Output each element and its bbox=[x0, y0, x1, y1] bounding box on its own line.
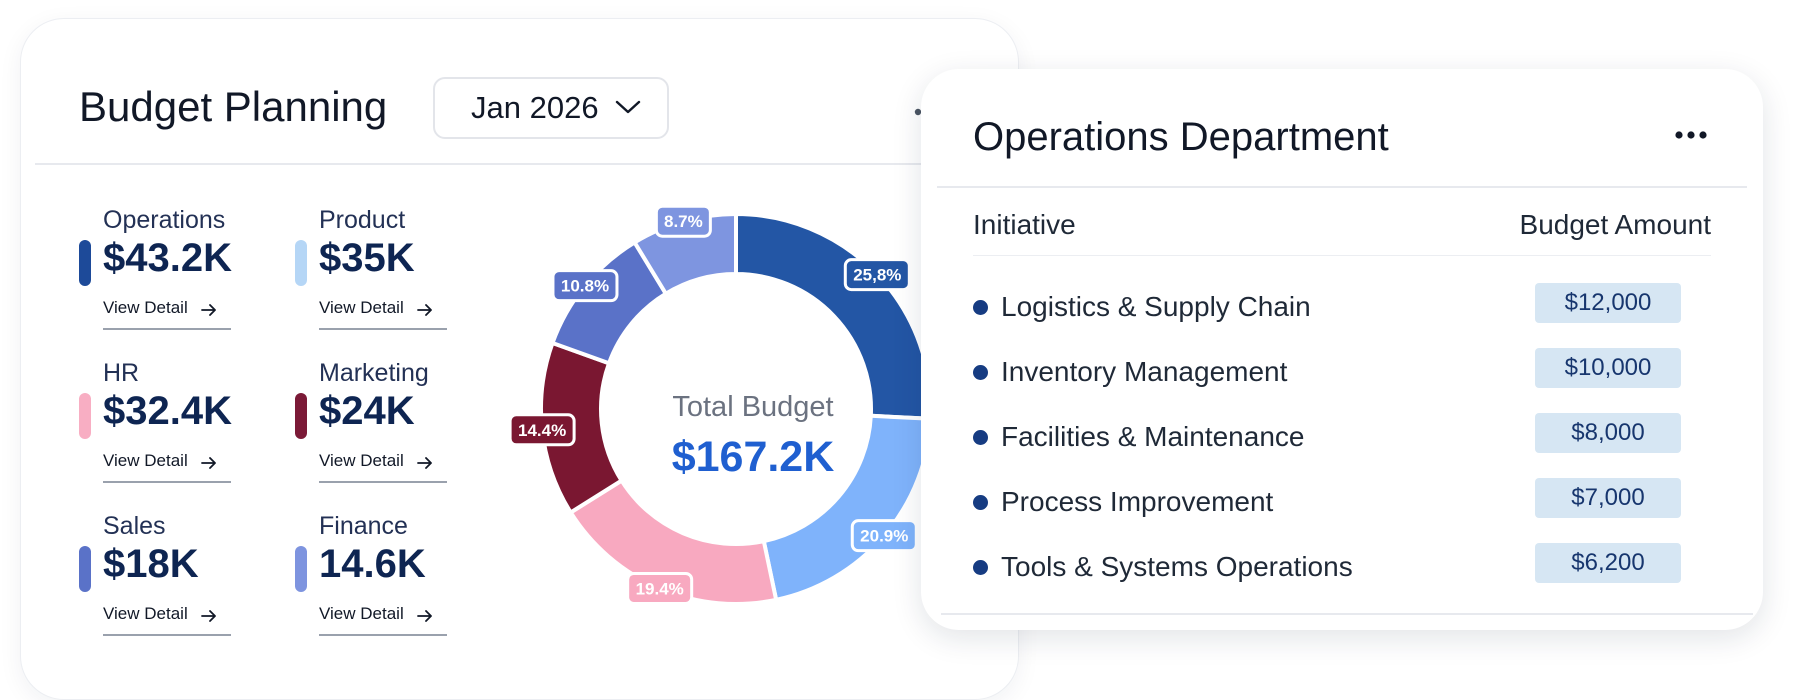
header-divider bbox=[937, 186, 1747, 188]
view-detail-label: View Detail bbox=[319, 298, 404, 317]
stat-color-bar bbox=[79, 240, 91, 286]
svg-text:14.4%: 14.4% bbox=[518, 421, 566, 440]
svg-text:19.4%: 19.4% bbox=[636, 579, 684, 598]
stat-name: Marketing bbox=[319, 359, 429, 387]
svg-text:20.9%: 20.9% bbox=[860, 527, 908, 546]
header-divider bbox=[35, 163, 995, 165]
stat-value: $35K bbox=[319, 236, 415, 280]
arrow-right-icon bbox=[417, 457, 432, 469]
stat-color-bar bbox=[79, 393, 91, 439]
chevron-down-icon bbox=[615, 100, 641, 114]
view-detail-link[interactable]: View Detail bbox=[103, 451, 231, 483]
table-row[interactable]: Inventory Management $10,000 bbox=[973, 348, 1711, 398]
budget-planning-card: Budget Planning Jan 2026 Operations $43.… bbox=[20, 18, 1019, 700]
table-row[interactable]: Logistics & Supply Chain $12,000 bbox=[973, 283, 1711, 333]
budget-planning-title: Budget Planning bbox=[79, 83, 388, 130]
stat-value: $32.4K bbox=[103, 389, 232, 433]
arrow-right-icon bbox=[201, 304, 216, 316]
svg-text:25,8%: 25,8% bbox=[853, 266, 901, 285]
operations-department-title: Operations Department bbox=[973, 115, 1389, 159]
month-dropdown[interactable]: Jan 2026 bbox=[433, 77, 669, 139]
arrow-right-icon bbox=[201, 610, 216, 622]
donut-percent-label: 10.8% bbox=[551, 269, 619, 303]
bullet-dot bbox=[973, 560, 988, 575]
stat-name: HR bbox=[103, 359, 140, 387]
footer-divider bbox=[941, 613, 1753, 615]
view-detail-link[interactable]: View Detail bbox=[319, 451, 447, 483]
total-budget-value: $167.2K bbox=[671, 433, 835, 481]
bullet-dot bbox=[973, 495, 988, 510]
stat-color-bar bbox=[295, 240, 307, 286]
stat-marketing: Marketing $24K View Detail bbox=[295, 359, 495, 489]
table-row[interactable]: Facilities & Maintenance $8,000 bbox=[973, 413, 1711, 463]
stat-value: $43.2K bbox=[103, 236, 232, 280]
view-detail-label: View Detail bbox=[103, 604, 188, 623]
column-header-budget-amount: Budget Amount bbox=[1519, 209, 1711, 240]
donut-percent-label: 14.4% bbox=[508, 413, 576, 447]
budget-amount-badge: $10,000 bbox=[1535, 348, 1681, 388]
more-options-icon[interactable] bbox=[1673, 129, 1709, 141]
initiative-name: Process Improvement bbox=[1001, 486, 1274, 517]
view-detail-label: View Detail bbox=[103, 451, 188, 470]
budget-amount-badge: $12,000 bbox=[1535, 283, 1681, 323]
donut-segment[interactable] bbox=[734, 211, 933, 421]
month-dropdown-value: Jan 2026 bbox=[471, 90, 599, 125]
stat-color-bar bbox=[79, 546, 91, 592]
view-detail-label: View Detail bbox=[319, 604, 404, 623]
budget-amount-badge: $8,000 bbox=[1535, 413, 1681, 453]
stat-name: Product bbox=[319, 206, 406, 234]
table-header-divider bbox=[973, 255, 1711, 256]
arrow-right-icon bbox=[417, 610, 432, 622]
view-detail-label: View Detail bbox=[103, 298, 188, 317]
stat-hr: HR $32.4K View Detail bbox=[79, 359, 279, 489]
svg-text:8.7%: 8.7% bbox=[664, 212, 703, 231]
view-detail-link[interactable]: View Detail bbox=[103, 298, 231, 330]
stat-sales: Sales $18K View Detail bbox=[79, 512, 279, 642]
view-detail-link[interactable]: View Detail bbox=[319, 298, 447, 330]
stat-name: Sales bbox=[103, 512, 166, 540]
column-header-initiative: Initiative bbox=[973, 209, 1076, 240]
budget-amount-badge: $6,200 bbox=[1535, 543, 1681, 583]
donut-percent-label: 25,8% bbox=[843, 258, 911, 292]
donut-percent-label: 19.4% bbox=[626, 571, 694, 605]
initiative-name: Tools & Systems Operations bbox=[1001, 551, 1353, 582]
stat-finance: Finance 14.6K View Detail bbox=[295, 512, 495, 642]
arrow-right-icon bbox=[201, 457, 216, 469]
stat-name: Finance bbox=[319, 512, 408, 540]
svg-text:10.8%: 10.8% bbox=[561, 277, 609, 296]
stat-color-bar bbox=[295, 546, 307, 592]
stat-color-bar bbox=[295, 393, 307, 439]
arrow-right-icon bbox=[417, 304, 432, 316]
view-detail-link[interactable]: View Detail bbox=[319, 604, 447, 636]
stat-name: Operations bbox=[103, 206, 226, 234]
view-detail-link[interactable]: View Detail bbox=[103, 604, 231, 636]
stat-operations: Operations $43.2K View Detail bbox=[79, 206, 279, 336]
bullet-dot bbox=[973, 365, 988, 380]
stat-value: $24K bbox=[319, 389, 415, 433]
bullet-dot bbox=[973, 430, 988, 445]
initiative-name: Inventory Management bbox=[1001, 356, 1288, 387]
table-row[interactable]: Process Improvement $7,000 bbox=[973, 478, 1711, 528]
budget-donut-chart: 25,8% 20.9% 19.4% 14.4% 10.8% 8.7% bbox=[508, 204, 933, 606]
budget-amount-badge: $7,000 bbox=[1535, 478, 1681, 518]
donut-percent-label: 20.9% bbox=[850, 519, 918, 553]
stat-value: 14.6K bbox=[319, 542, 426, 586]
donut-percent-label: 8.7% bbox=[654, 204, 712, 238]
bullet-dot bbox=[973, 300, 988, 315]
table-row[interactable]: Tools & Systems Operations $6,200 bbox=[973, 543, 1711, 593]
stat-value: $18K bbox=[103, 542, 199, 586]
stat-product: Product $35K View Detail bbox=[295, 206, 495, 336]
initiative-name: Facilities & Maintenance bbox=[1001, 421, 1305, 452]
total-budget-label: Total Budget bbox=[672, 391, 834, 423]
operations-department-card: Operations Department Initiative Budget … bbox=[921, 69, 1763, 630]
initiative-name: Logistics & Supply Chain bbox=[1001, 291, 1311, 322]
view-detail-label: View Detail bbox=[319, 451, 404, 470]
